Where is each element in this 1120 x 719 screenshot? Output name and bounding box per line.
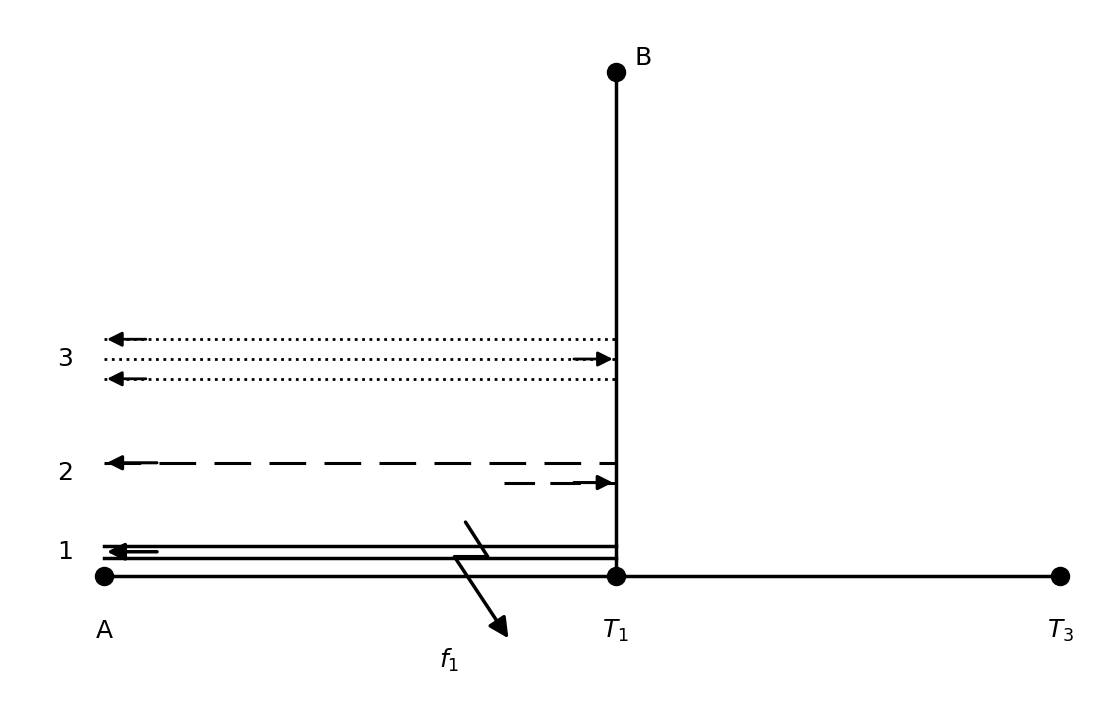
Text: $T_3$: $T_3$ <box>1047 618 1074 644</box>
Text: 1: 1 <box>57 540 73 564</box>
Text: $f_1$: $f_1$ <box>439 647 459 674</box>
Text: 3: 3 <box>57 347 73 371</box>
Text: B: B <box>635 45 652 70</box>
Text: A: A <box>95 619 113 643</box>
Text: $T_1$: $T_1$ <box>603 618 629 644</box>
Text: 2: 2 <box>57 461 73 485</box>
